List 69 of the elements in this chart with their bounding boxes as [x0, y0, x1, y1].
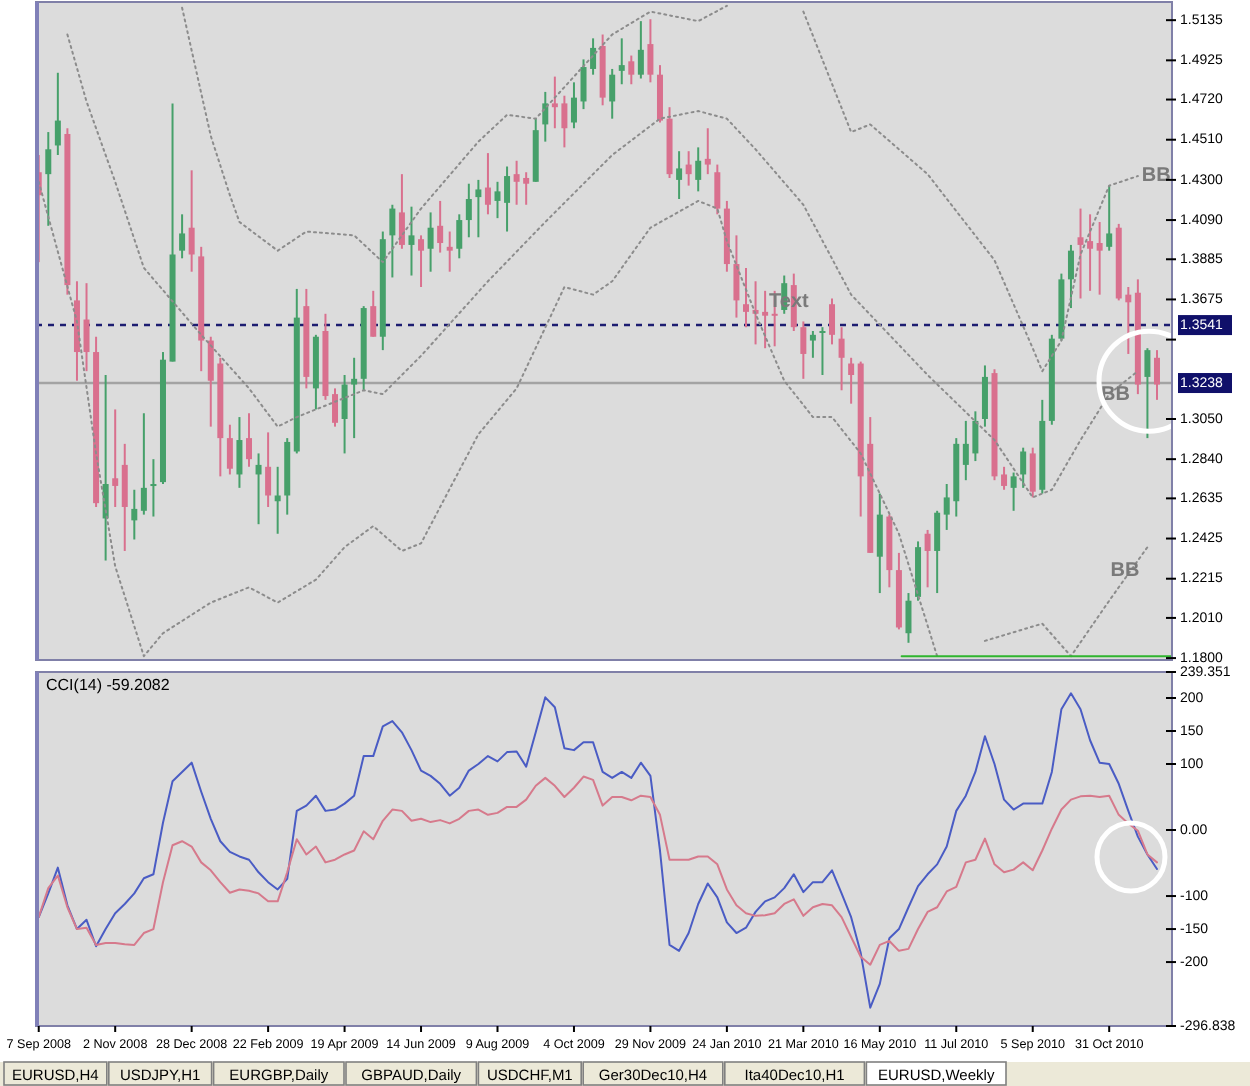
candlestick [809, 330, 816, 359]
candlestick [150, 458, 157, 518]
candlestick [981, 364, 988, 428]
candlestick [618, 37, 625, 86]
candlestick [236, 416, 243, 489]
candlestick [465, 182, 472, 239]
candlestick [389, 203, 396, 279]
candlestick [704, 127, 711, 176]
candlestick [628, 54, 635, 86]
candlestick [484, 152, 491, 216]
candlestick [1010, 471, 1017, 512]
candlestick [743, 266, 749, 329]
candlestick [838, 326, 845, 392]
candlestick [179, 213, 186, 260]
candlestick [656, 64, 663, 124]
candlestick [819, 326, 826, 376]
chart-title: CCI(14) -59.2082 [46, 676, 171, 694]
candlestick [637, 20, 644, 80]
candlestick [1096, 220, 1103, 296]
candlestick [905, 592, 912, 644]
candlestick [570, 81, 577, 130]
candlestick [351, 356, 358, 440]
candlestick [676, 150, 683, 201]
candlestick [542, 90, 549, 143]
candlestick [876, 492, 883, 595]
candlestick [332, 387, 339, 428]
candlestick [456, 213, 463, 260]
candlestick [446, 230, 453, 273]
candlestick [934, 509, 941, 595]
candlestick [370, 289, 377, 338]
candlestick [131, 488, 138, 541]
candlestick [54, 71, 61, 157]
candlestick [714, 163, 721, 216]
candlestick [341, 373, 348, 455]
candlestick [408, 205, 415, 277]
candlestick [112, 408, 119, 508]
candlestick [829, 297, 836, 346]
candlestick [848, 356, 855, 405]
candlestick [427, 211, 434, 273]
candlestick [733, 234, 740, 319]
candlestick [1144, 347, 1151, 440]
candlestick [1029, 446, 1036, 499]
candlestick [226, 423, 233, 476]
candlestick [45, 131, 52, 227]
candlestick [188, 169, 195, 273]
candlestick [1106, 184, 1113, 252]
annotation: BB [1100, 384, 1130, 407]
candlestick [265, 431, 272, 508]
candlestick [924, 528, 931, 589]
candlestick [140, 412, 147, 516]
candlestick [1020, 446, 1027, 489]
candlestick [695, 146, 702, 193]
candlestick [685, 150, 692, 187]
candlestick [83, 282, 90, 373]
candlestick [475, 178, 482, 239]
candlestick [1067, 243, 1074, 310]
candlestick [246, 412, 252, 468]
candlestick [800, 320, 807, 380]
annotation: BB [1141, 165, 1171, 188]
candlestick [418, 234, 425, 289]
candlestick [1153, 349, 1160, 401]
candlestick [647, 18, 654, 84]
candlestick [437, 199, 444, 254]
line-series [66, 33, 1139, 499]
candlestick [255, 452, 262, 526]
annotation: BB [1110, 560, 1140, 583]
candlestick [609, 67, 616, 120]
candlestick [398, 173, 405, 250]
candlestick [121, 442, 128, 552]
